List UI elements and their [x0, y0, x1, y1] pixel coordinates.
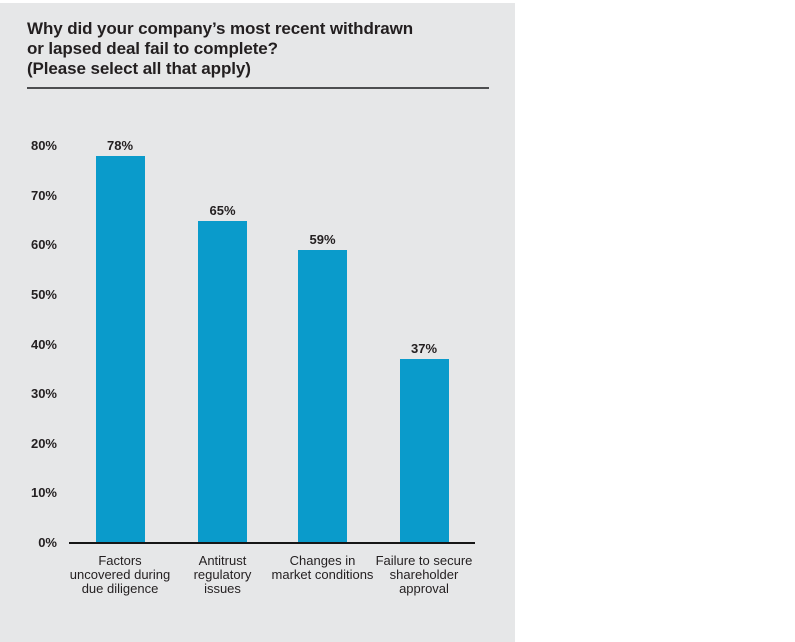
chart-title-line-2: or lapsed deal fail to complete? — [27, 39, 278, 58]
y-axis-tick-label: 70% — [30, 187, 57, 203]
x-axis-category-label: Changes in market conditions — [248, 554, 398, 582]
x-axis-line — [69, 542, 475, 544]
x-axis-category-label-line: Failure to secure — [375, 553, 473, 568]
bar-value-label: 59% — [309, 232, 336, 248]
bar — [95, 156, 145, 543]
x-axis-category-label: Factors uncovered during due diligence — [45, 554, 195, 596]
chart-title-line-1: Why did your company’s most recent withd… — [27, 19, 414, 38]
y-axis-tick-label: 50% — [30, 287, 57, 302]
x-axis-category-label-line: approval — [399, 581, 449, 596]
y-axis-tick-label: 0% — [38, 535, 57, 550]
x-axis-category-label-line: regulatory — [193, 567, 252, 582]
x-axis-category-label: Antitrust regulatory issues — [148, 554, 298, 596]
x-axis-category-label: Failure to secure shareholder approval — [349, 554, 499, 596]
y-axis-tick-label: 40% — [30, 336, 57, 352]
x-axis-category-label-line: shareholder — [389, 567, 459, 582]
title-divider — [27, 87, 489, 89]
x-axis-category-label-line: Factors — [98, 553, 142, 568]
bar — [399, 359, 449, 543]
y-axis-tick-label: 20% — [30, 435, 57, 451]
x-axis-category-label-line: Antitrust — [198, 553, 247, 568]
y-axis-tick-label: 80% — [30, 138, 57, 154]
chart-title: Why did your company’s most recent withd… — [27, 19, 413, 79]
x-axis-category-label-line: uncovered during — [69, 567, 171, 582]
x-axis-category-label-line: market conditions — [271, 567, 374, 582]
y-axis-tick-label: 30% — [30, 386, 57, 402]
bar-value-label: 37% — [410, 341, 438, 357]
bar — [198, 220, 247, 543]
y-axis-tick-label: 10% — [30, 485, 57, 501]
chart-title-line-3: (Please select all that apply) — [27, 59, 251, 78]
x-axis-category-label-line: issues — [204, 581, 241, 596]
x-axis-category-label-line: Changes in — [289, 553, 356, 568]
bar — [298, 250, 347, 543]
x-axis-category-label-line: due diligence — [81, 581, 159, 596]
bar-value-label: 65% — [209, 202, 236, 218]
bar-value-label: 78% — [106, 138, 134, 154]
y-axis-tick-label: 60% — [30, 237, 57, 253]
